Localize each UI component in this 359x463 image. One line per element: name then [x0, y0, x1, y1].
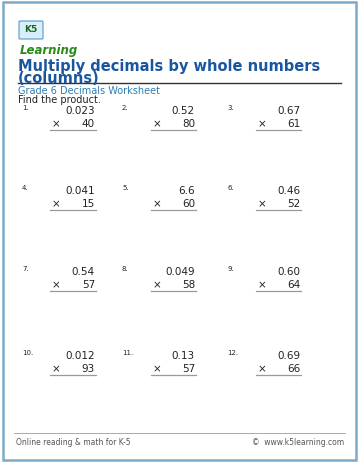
- Text: 0.049: 0.049: [165, 266, 195, 276]
- Text: 7.: 7.: [22, 265, 29, 271]
- Text: 57: 57: [82, 279, 95, 289]
- Text: 3.: 3.: [227, 105, 234, 111]
- Text: (columns): (columns): [18, 71, 100, 86]
- Text: ×: ×: [153, 119, 162, 129]
- Text: 0.67: 0.67: [277, 106, 300, 116]
- Text: 40: 40: [82, 119, 95, 129]
- Text: 4.: 4.: [22, 185, 29, 191]
- Text: ×: ×: [258, 199, 267, 208]
- Text: 10.: 10.: [22, 349, 33, 355]
- Text: ×: ×: [258, 363, 267, 373]
- Text: 0.69: 0.69: [277, 350, 300, 360]
- Text: 6.: 6.: [227, 185, 234, 191]
- Text: 93: 93: [82, 363, 95, 373]
- Text: 0.60: 0.60: [277, 266, 300, 276]
- Text: 52: 52: [287, 199, 300, 208]
- Text: 0.13: 0.13: [172, 350, 195, 360]
- Text: 0.041: 0.041: [65, 186, 95, 195]
- Text: 0.023: 0.023: [65, 106, 95, 116]
- Text: Grade 6 Decimals Worksheet: Grade 6 Decimals Worksheet: [18, 86, 160, 96]
- Text: 12.: 12.: [227, 349, 238, 355]
- Text: ×: ×: [153, 363, 162, 373]
- Text: 64: 64: [287, 279, 300, 289]
- Text: ×: ×: [52, 279, 61, 289]
- Text: Learning: Learning: [20, 44, 78, 57]
- Text: 0.012: 0.012: [65, 350, 95, 360]
- Text: 5.: 5.: [122, 185, 129, 191]
- Text: ×: ×: [258, 279, 267, 289]
- Text: 66: 66: [287, 363, 300, 373]
- Text: Find the product.: Find the product.: [18, 95, 101, 105]
- Text: Online reading & math for K-5: Online reading & math for K-5: [16, 437, 131, 446]
- Text: 58: 58: [182, 279, 195, 289]
- Text: ×: ×: [52, 363, 61, 373]
- Text: 0.52: 0.52: [172, 106, 195, 116]
- Text: 80: 80: [182, 119, 195, 129]
- Text: 15: 15: [82, 199, 95, 208]
- Text: 2.: 2.: [122, 105, 129, 111]
- Text: 1.: 1.: [22, 105, 29, 111]
- Text: 57: 57: [182, 363, 195, 373]
- Text: ©  www.k5learning.com: © www.k5learning.com: [252, 437, 344, 446]
- Text: 11.: 11.: [122, 349, 133, 355]
- Text: ×: ×: [153, 279, 162, 289]
- Text: 61: 61: [287, 119, 300, 129]
- Text: 6.6: 6.6: [178, 186, 195, 195]
- Text: K5: K5: [24, 25, 38, 34]
- Text: 8.: 8.: [122, 265, 129, 271]
- Text: ×: ×: [153, 199, 162, 208]
- Text: Multiply decimals by whole numbers: Multiply decimals by whole numbers: [18, 59, 320, 74]
- Text: 60: 60: [182, 199, 195, 208]
- Text: ×: ×: [52, 199, 61, 208]
- Text: 9.: 9.: [227, 265, 234, 271]
- Text: ×: ×: [258, 119, 267, 129]
- Text: 0.46: 0.46: [277, 186, 300, 195]
- Text: ×: ×: [52, 119, 61, 129]
- Text: 0.54: 0.54: [72, 266, 95, 276]
- FancyBboxPatch shape: [19, 22, 43, 40]
